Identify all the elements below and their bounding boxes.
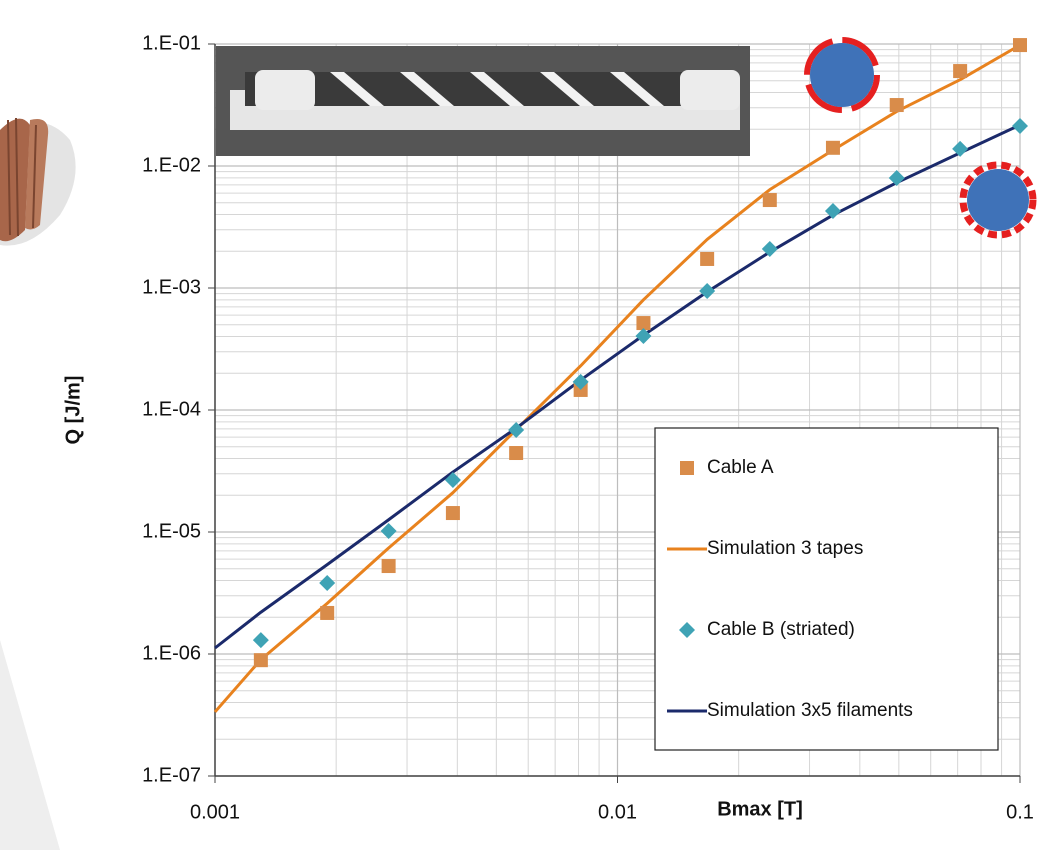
- x-tick-label: 0.1: [1006, 801, 1034, 823]
- x-axis-label: Bmax [T]: [717, 798, 803, 820]
- inset-photo: [216, 46, 750, 156]
- square-marker: [320, 606, 334, 620]
- y-tick-label: 1.E-01: [142, 32, 201, 54]
- legend-label: Simulation 3 tapes: [707, 538, 863, 559]
- y-tick-label: 1.E-02: [142, 154, 201, 176]
- cross-section-icon: [807, 40, 877, 110]
- legend: Cable A Simulation 3 tapes Cable B (striat…: [655, 428, 998, 750]
- background-shape: [0, 640, 60, 850]
- square-marker: [700, 252, 714, 266]
- legend-label: Cable A: [707, 457, 774, 478]
- square-marker: [826, 141, 840, 155]
- square-marker: [509, 446, 523, 460]
- diamond-marker: [319, 575, 335, 591]
- chart: 1.E-07 1.E-06 1.E-05 1.E-04 1.E-03 1.E-02 1.E-…: [0, 0, 1063, 850]
- legend-swatch: [680, 461, 694, 475]
- cross-section-icon: [963, 165, 1033, 235]
- y-tick-label: 1.E-04: [142, 398, 201, 420]
- diamond-marker: [253, 632, 269, 648]
- legend-label: Simulation 3x5 filaments: [707, 700, 913, 721]
- x-tick-label: 0.001: [190, 801, 240, 823]
- y-tick-label: 1.E-07: [142, 764, 201, 786]
- square-marker: [763, 193, 777, 207]
- diamond-marker: [1012, 118, 1028, 134]
- y-tick-label: 1.E-05: [142, 520, 201, 542]
- square-marker: [1013, 38, 1027, 52]
- square-marker: [254, 653, 268, 667]
- diamond-marker: [889, 170, 905, 186]
- x-tick-label: 0.01: [598, 801, 637, 823]
- y-tick-label: 1.E-06: [142, 642, 201, 664]
- y-tick-label: 1.E-03: [142, 276, 201, 298]
- cable-illustration: [0, 118, 76, 246]
- square-marker: [953, 64, 967, 78]
- square-marker: [446, 506, 460, 520]
- y-axis-label: Q [J/m]: [62, 376, 84, 445]
- square-marker: [382, 559, 396, 573]
- diamond-marker: [825, 203, 841, 219]
- square-marker: [636, 316, 650, 330]
- legend-label: Cable B (striated): [707, 619, 855, 640]
- square-marker: [890, 98, 904, 112]
